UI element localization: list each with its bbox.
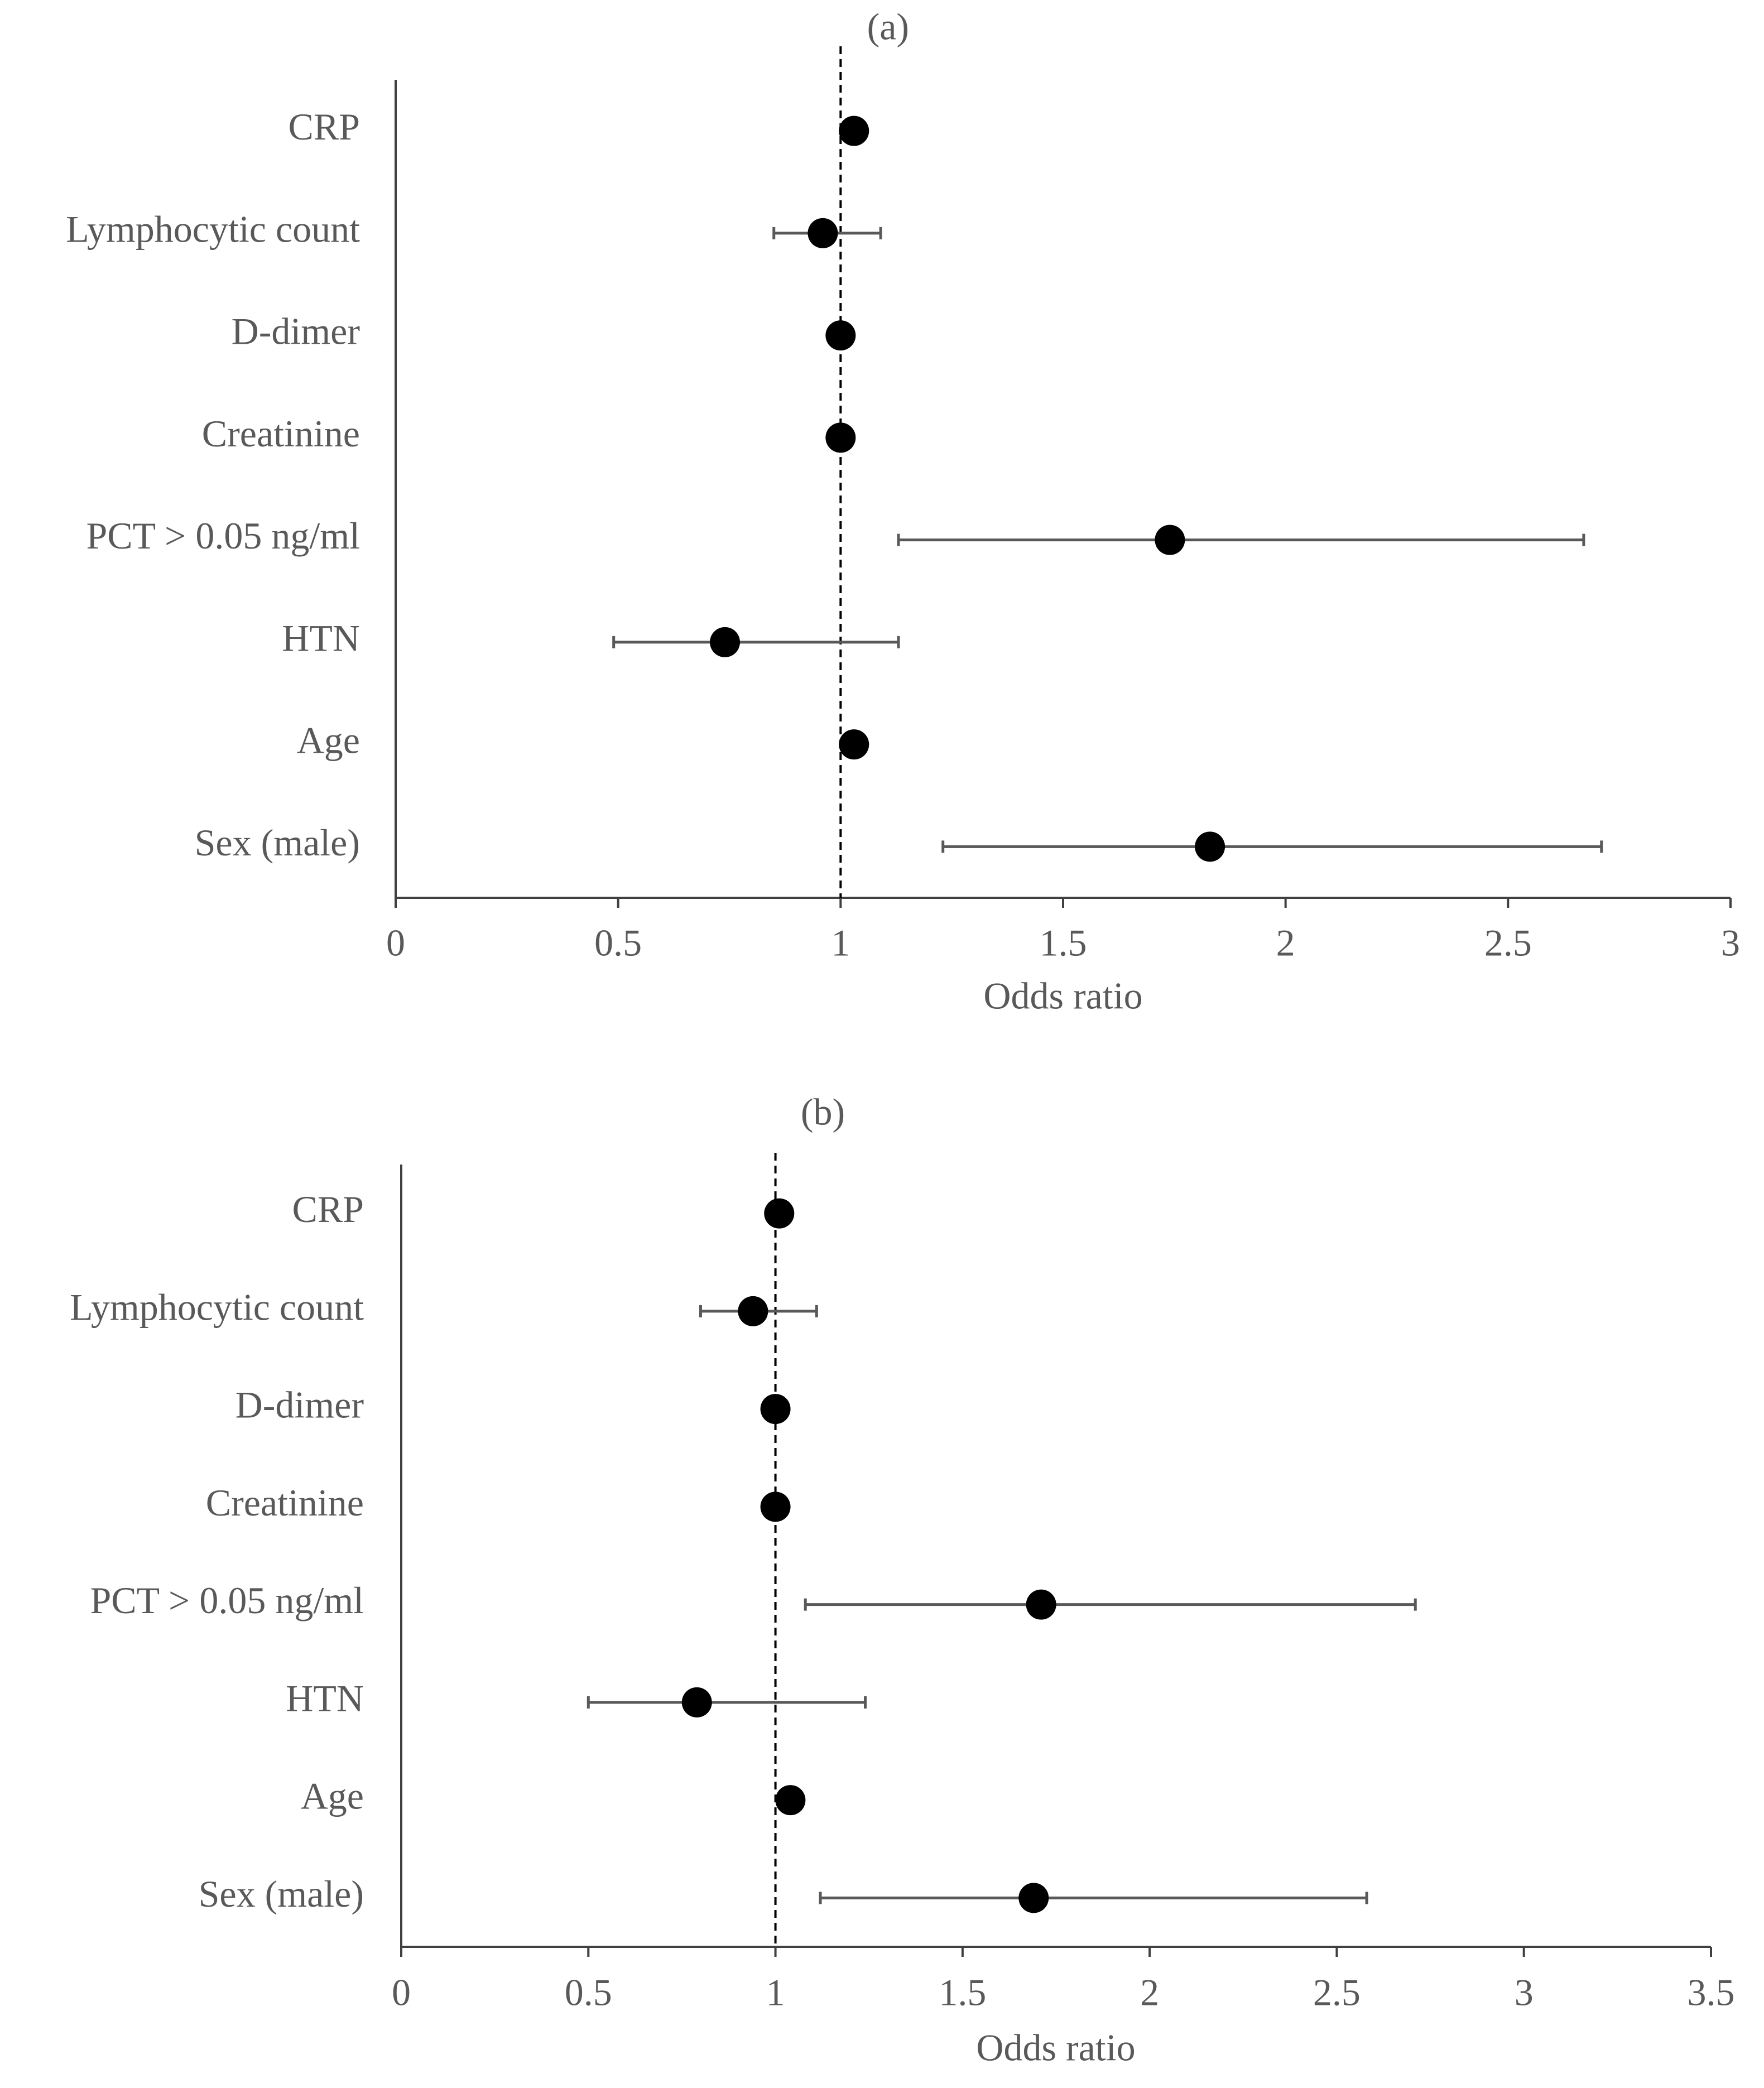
point <box>710 627 741 657</box>
category-label: Sex (male) <box>199 1873 364 1915</box>
point <box>764 1198 795 1229</box>
x-tick-label: 1 <box>831 922 850 964</box>
point <box>839 116 869 146</box>
category-label: D-dimer <box>232 310 361 353</box>
x-tick-label: 3 <box>1515 1971 1534 2014</box>
x-tick-label: 2 <box>1276 922 1295 964</box>
category-label: PCT > 0.05 ng/ml <box>86 514 360 557</box>
category-label: PCT > 0.05 ng/ml <box>90 1579 364 1622</box>
x-tick-label: 3 <box>1721 922 1740 964</box>
point <box>1018 1883 1049 1913</box>
category-label: Lymphocytic count <box>70 1286 364 1328</box>
category-label: D-dimer <box>235 1384 364 1426</box>
x-tick-label: 1 <box>766 1971 785 2014</box>
category-label: Age <box>301 1775 364 1817</box>
point <box>1155 525 1185 555</box>
x-axis-label: Odds ratio <box>976 2027 1135 2069</box>
point <box>1195 831 1225 862</box>
x-tick-label: 1.5 <box>1040 922 1087 964</box>
x-tick-label: 0 <box>392 1971 411 2014</box>
x-axis-label: Odds ratio <box>983 975 1142 1017</box>
x-tick-label: 2.5 <box>1313 1971 1361 2014</box>
category-label: Creatinine <box>206 1481 364 1524</box>
chart-title: (b) <box>801 1091 845 1133</box>
point <box>839 729 869 760</box>
x-tick-label: 3.5 <box>1688 1971 1735 2014</box>
point <box>1026 1589 1056 1620</box>
category-label: Lymphocytic count <box>66 208 360 250</box>
x-tick-label: 0.5 <box>594 922 642 964</box>
category-label: CRP <box>288 105 360 148</box>
point <box>760 1492 791 1522</box>
category-label: Creatinine <box>202 412 360 455</box>
point <box>681 1687 712 1717</box>
category-label: HTN <box>286 1677 364 1719</box>
point <box>825 320 856 351</box>
x-tick-label: 2 <box>1140 1971 1159 2014</box>
point <box>825 422 856 453</box>
x-tick-label: 1.5 <box>939 1971 986 2014</box>
x-tick-label: 0 <box>386 922 405 964</box>
point <box>738 1296 768 1326</box>
category-label: HTN <box>282 617 360 659</box>
category-label: CRP <box>292 1188 364 1230</box>
chart-title: (a) <box>867 6 909 48</box>
point <box>808 218 838 248</box>
category-label: Age <box>297 719 360 762</box>
point <box>775 1785 806 1816</box>
x-tick-label: 2.5 <box>1484 922 1532 964</box>
point <box>760 1394 791 1425</box>
category-label: Sex (male) <box>195 821 360 864</box>
x-tick-label: 0.5 <box>565 1971 612 2014</box>
